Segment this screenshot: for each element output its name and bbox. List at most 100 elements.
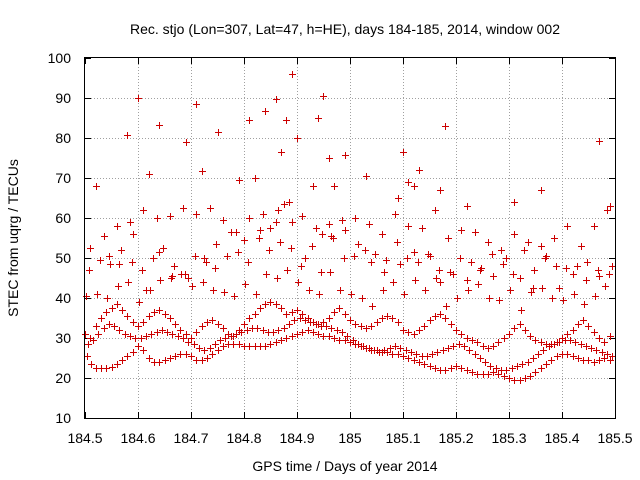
data-point [127,219,134,226]
data-point [254,325,261,332]
data-point [583,277,590,284]
data-point [341,255,348,262]
data-point [591,359,598,366]
data-point [283,311,290,318]
data-point [440,347,447,354]
data-point [274,275,281,282]
data-point [320,333,327,340]
data-point [277,239,284,246]
data-point [609,263,616,270]
data-point [581,301,588,308]
data-point [539,285,546,292]
data-point [204,355,211,362]
data-point [595,267,602,274]
data-point [224,253,231,260]
data-point [215,129,222,136]
data-point [372,251,379,258]
data-point [193,329,200,336]
data-point [342,227,349,234]
data-point [387,345,394,352]
data-point [548,357,555,364]
data-point [360,343,367,350]
data-point [109,364,116,371]
data-series [87,199,611,254]
data-point [355,241,362,248]
data-point [485,371,492,378]
data-point [140,207,147,214]
data-point [495,371,502,378]
data-point [571,291,578,298]
y-tick-label: 90 [55,90,71,106]
data-point [475,281,482,288]
data-point [437,311,444,318]
data-point [427,317,434,324]
data-point [433,275,440,282]
data-point [445,235,452,242]
data-point [532,369,539,376]
data-point [392,211,399,218]
y-tick-label: 70 [55,170,71,186]
data-point [101,233,108,240]
data-point [395,351,402,358]
data-point [270,329,277,336]
data-point [244,327,251,334]
data-point [395,319,402,326]
data-point [392,343,399,350]
data-point [246,315,253,322]
data-point [362,247,369,254]
data-point [135,323,142,330]
data-point [87,245,94,252]
data-point [159,327,166,334]
data-point [156,122,163,129]
data-point [275,207,282,214]
data-point [139,267,146,274]
x-axis-label: GPS time / Days of year 2014 [252,458,437,474]
data-point [228,229,235,236]
data-point [527,373,534,380]
x-tick-label: 185.2 [438,430,473,446]
data-point [207,345,214,352]
data-point [503,367,510,374]
x-tick-label: 185.3 [491,430,526,446]
data-point [256,235,263,242]
data-point [130,231,137,238]
data-point [507,287,514,294]
data-point [477,355,484,362]
data-point [510,271,517,278]
data-point [448,365,455,372]
data-point [538,365,545,372]
data-point [564,351,571,358]
data-point [236,341,243,348]
data-point [453,363,460,370]
chart-title: Rec. stjo (Lon=307, Lat=47, h=HE), days … [130,21,560,37]
data-point [607,203,614,210]
data-point [320,319,327,326]
data-point [183,139,190,146]
data-point [257,227,264,234]
data-point [445,345,452,352]
data-point [199,323,206,330]
data-point [543,361,550,368]
data-point [146,355,153,362]
data-point [215,347,222,354]
data-point [299,329,306,336]
data-point [487,363,494,370]
data-point [548,341,555,348]
data-point [570,353,577,360]
data-point [331,309,338,316]
data-point [289,309,296,316]
data-point [281,325,288,332]
data-point [156,359,163,366]
data-point [411,249,418,256]
data-point [286,321,293,328]
data-point [291,317,298,324]
data-point [201,255,208,262]
data-point [517,377,524,384]
data-point [416,167,423,174]
y-tick-label: 20 [55,370,71,386]
data-point [192,253,199,260]
data-point [535,351,542,358]
data-point [442,367,449,374]
data-point [88,361,95,368]
data-point [352,215,359,222]
